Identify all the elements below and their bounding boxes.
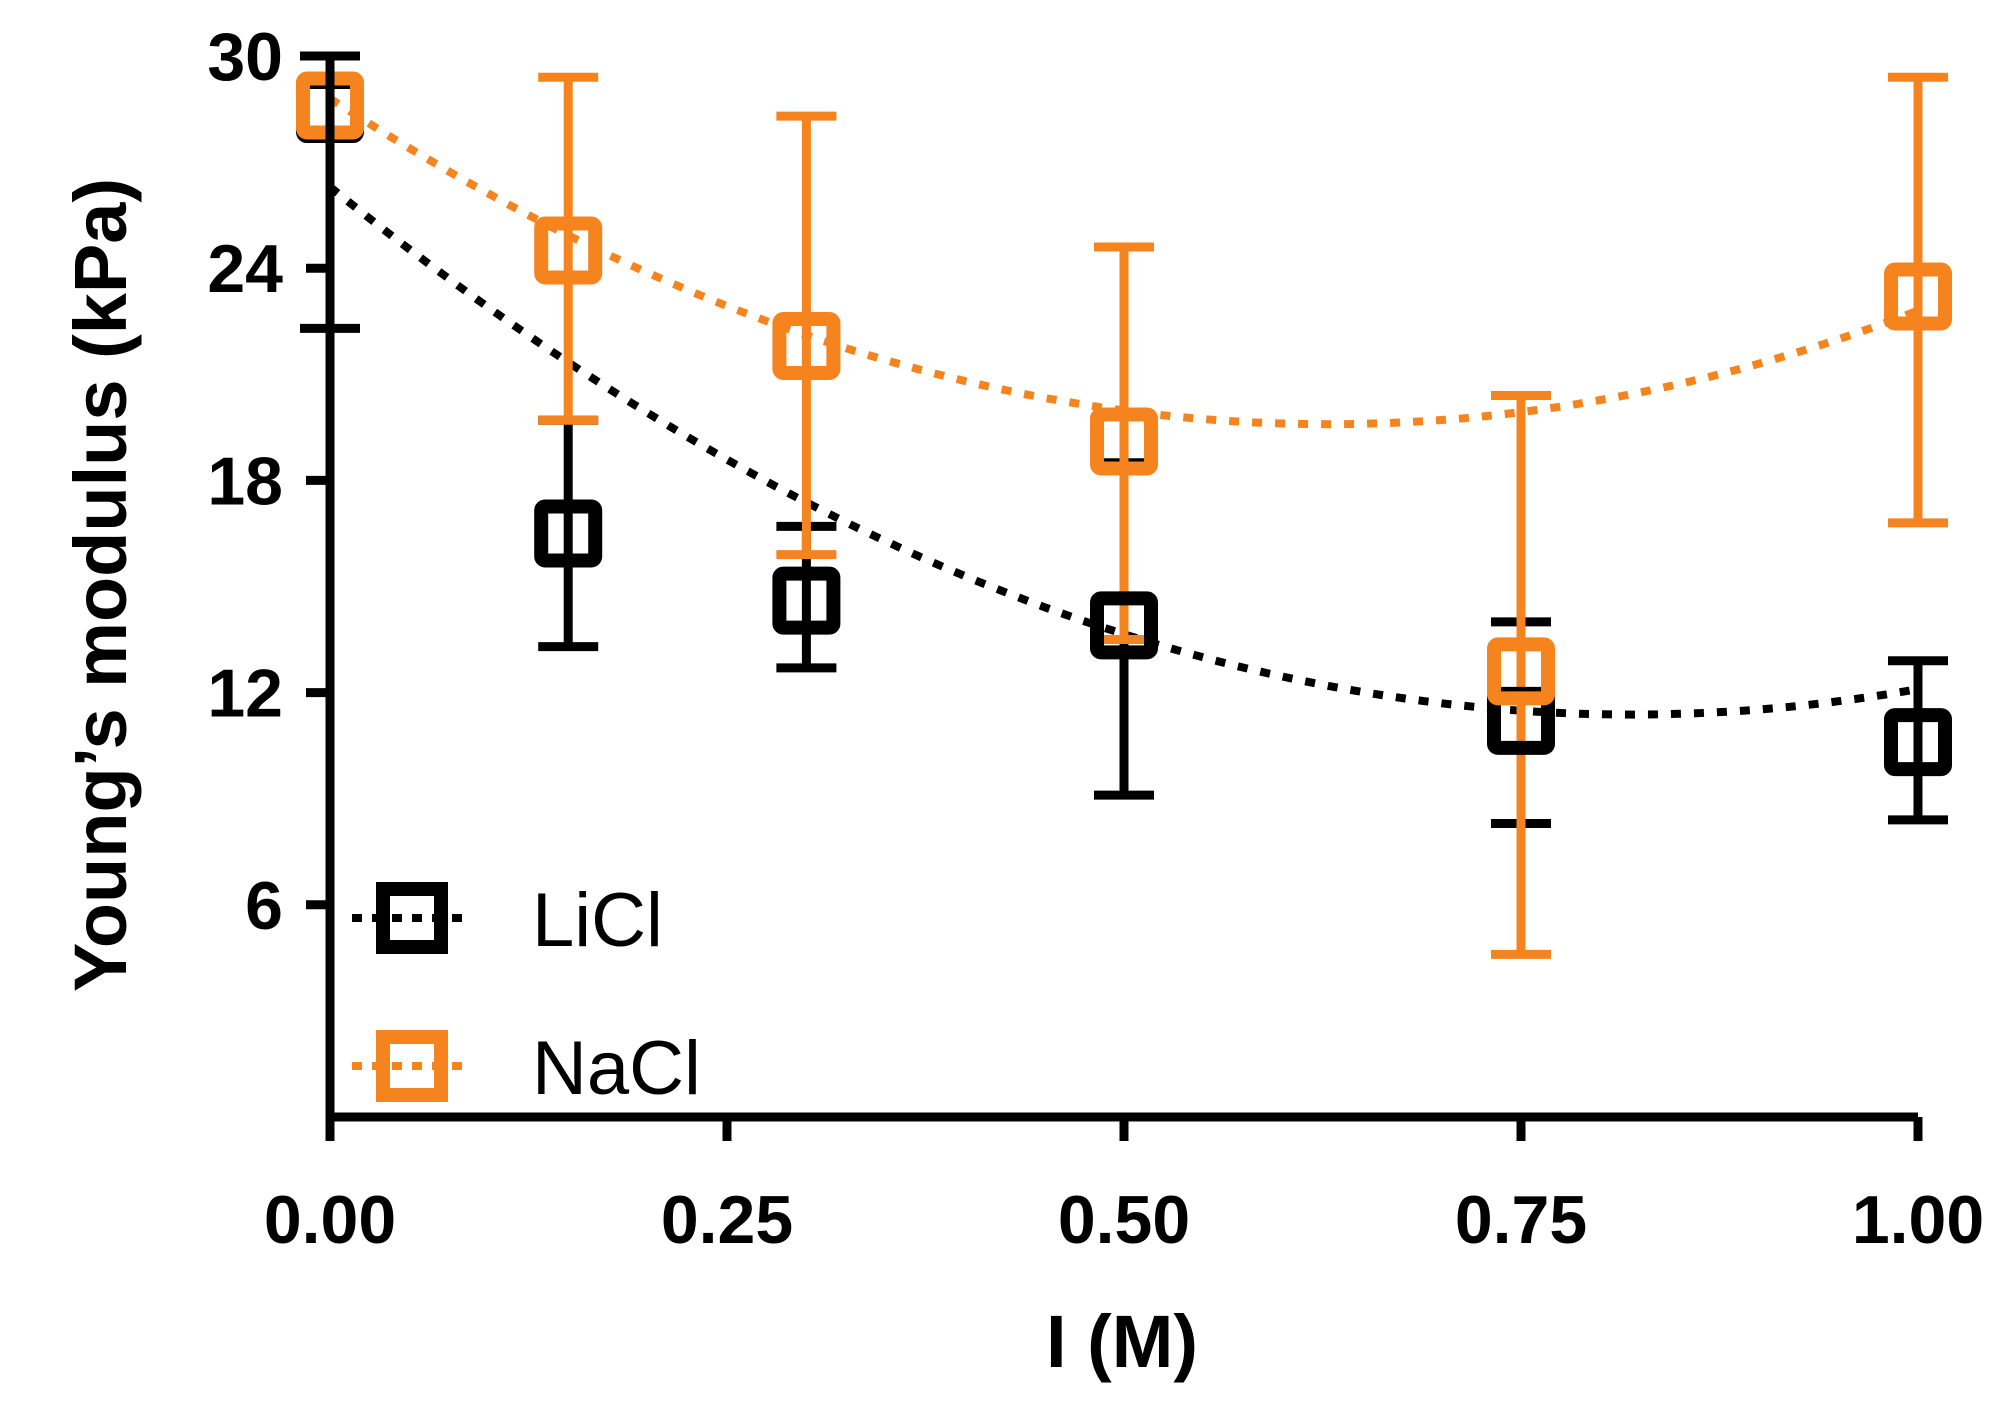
- data-point-nacl: [1090, 407, 1158, 476]
- fit-curve-licl: [327, 183, 1919, 719]
- legend-label-licl: LiCl: [532, 878, 663, 963]
- legend: LiCl NaCl: [352, 878, 701, 1111]
- legend-item-licl: LiCl: [352, 878, 663, 963]
- y-tick-label: 30: [207, 19, 283, 95]
- data-point-licl: [1884, 708, 1952, 777]
- x-tick-label: 0.00: [264, 1182, 396, 1258]
- x-axis-title: I (M): [1046, 1300, 1198, 1383]
- data-point-licl: [534, 499, 603, 568]
- data-point-nacl: [772, 312, 841, 381]
- y-axis-title: Young’s modulus (kPa): [59, 178, 142, 992]
- y-tick-label: 12: [207, 656, 283, 732]
- data-point-nacl: [1487, 637, 1555, 706]
- ticks: 0.00 0.25 0.50 0.75 1.00 6 12 18 24 30: [207, 19, 1984, 1258]
- y-tick-label: 6: [245, 868, 283, 944]
- legend-item-nacl: NaCl: [352, 1026, 701, 1111]
- data-markers: [296, 71, 1952, 777]
- data-point-licl: [1090, 591, 1158, 660]
- x-tick-label: 1.00: [1852, 1182, 1984, 1258]
- y-tick-label: 24: [207, 231, 283, 307]
- legend-label-nacl: NaCl: [532, 1026, 701, 1111]
- y-tick-label: 18: [207, 443, 283, 519]
- x-tick-label: 0.75: [1455, 1182, 1587, 1258]
- data-point-licl: [772, 566, 841, 635]
- x-tick-label: 0.50: [1058, 1182, 1190, 1258]
- data-point-nacl: [534, 216, 603, 285]
- x-tick-label: 0.25: [661, 1182, 793, 1258]
- data-point-nacl: [1884, 262, 1952, 331]
- error-bars: [300, 51, 1948, 959]
